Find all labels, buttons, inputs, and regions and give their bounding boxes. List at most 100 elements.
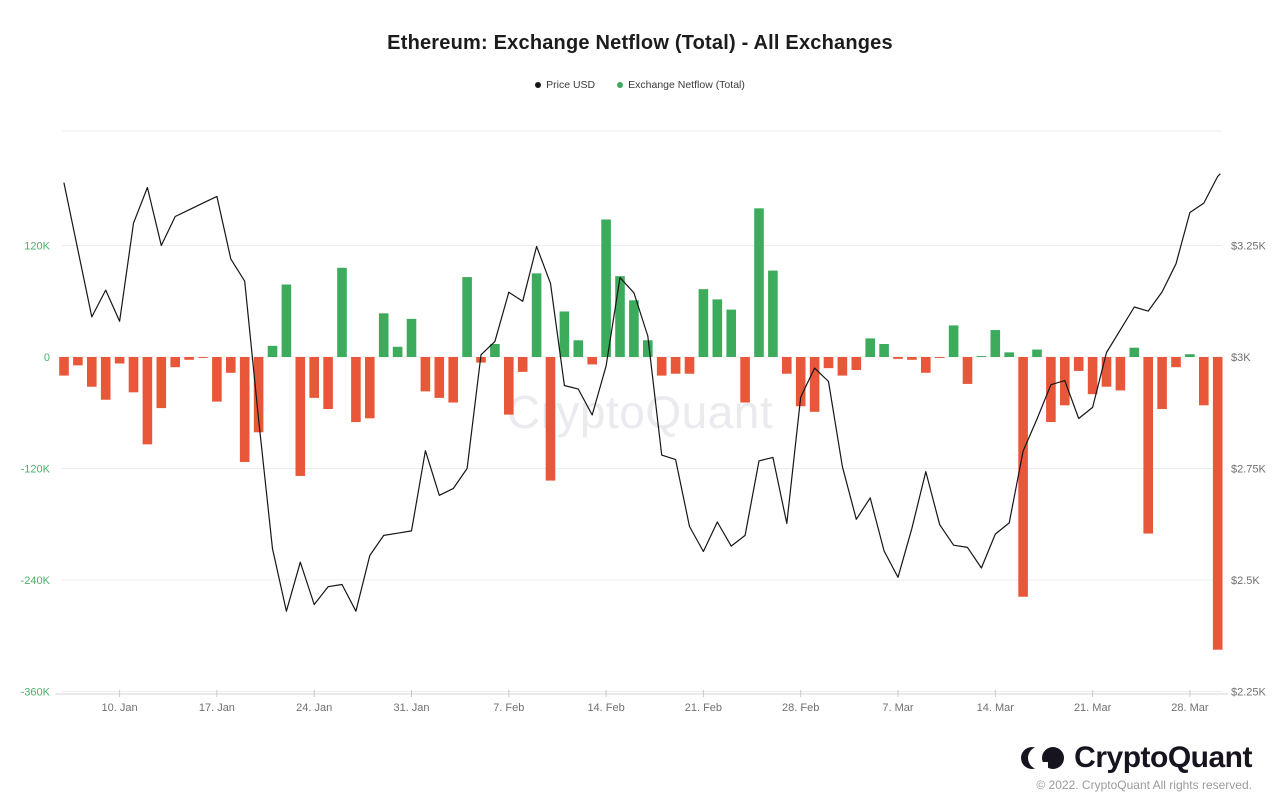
right-axis-label: $2.25K [1231, 687, 1267, 699]
netflow-bar[interactable] [156, 357, 167, 409]
left-axis-label: -240K [21, 575, 51, 587]
netflow-bar[interactable] [1101, 357, 1112, 387]
netflow-bar[interactable] [934, 357, 945, 358]
netflow-bar[interactable] [253, 357, 264, 433]
netflow-bar[interactable] [114, 357, 125, 364]
chart-legend: Price USD Exchange Netflow (Total) [0, 79, 1280, 91]
netflow-bar[interactable] [323, 357, 333, 410]
netflow-bar[interactable] [365, 357, 375, 419]
netflow-bar[interactable] [420, 357, 431, 392]
netflow-bar[interactable] [615, 276, 625, 357]
netflow-bar[interactable] [267, 345, 278, 357]
netflow-bar[interactable] [823, 357, 834, 369]
netflow-bar[interactable] [1032, 349, 1042, 357]
netflow-bar[interactable] [893, 357, 903, 359]
netflow-bar[interactable] [392, 346, 403, 357]
netflow-bar[interactable] [448, 357, 458, 403]
netflow-bar[interactable] [559, 311, 570, 357]
netflow-bar[interactable] [1199, 357, 1209, 406]
netflow-bar[interactable] [754, 208, 764, 357]
netflow-bar[interactable] [1171, 357, 1181, 368]
netflow-bar[interactable] [1087, 357, 1098, 395]
netflow-bar[interactable] [1004, 352, 1014, 357]
netflow-bar[interactable] [809, 357, 820, 412]
x-axis-label: 28. Feb [782, 702, 819, 714]
netflow-bar[interactable] [726, 309, 736, 357]
netflow-bar[interactable] [1129, 347, 1140, 357]
x-axis-label: 31. Jan [393, 702, 429, 714]
right-axis-label: $2.75K [1231, 464, 1267, 476]
netflow-bar[interactable] [351, 357, 361, 423]
netflow-bar[interactable] [87, 357, 97, 387]
netflow-bar[interactable] [656, 357, 667, 376]
netflow-bar[interactable] [629, 300, 639, 357]
price-line[interactable] [63, 173, 1221, 612]
x-axis-label: 17. Jan [199, 702, 235, 714]
netflow-bar[interactable] [782, 357, 792, 374]
netflow-bar[interactable] [406, 318, 417, 357]
netflow-bar[interactable] [100, 357, 111, 400]
netflow-bar[interactable] [198, 357, 208, 358]
netflow-bar[interactable] [239, 357, 250, 462]
netflow-bar[interactable] [378, 313, 389, 357]
x-axis-label: 14. Feb [587, 702, 624, 714]
netflow-bar[interactable] [573, 340, 584, 357]
netflow-bar[interactable] [768, 270, 778, 357]
netflow-bar[interactable] [128, 357, 139, 393]
legend-label: Exchange Netflow (Total) [628, 79, 745, 91]
netflow-bar[interactable] [865, 338, 875, 357]
netflow-bar[interactable] [1115, 357, 1126, 391]
netflow-bar[interactable] [212, 357, 222, 402]
netflow-bar[interactable] [545, 357, 556, 481]
netflow-bar[interactable] [337, 267, 347, 357]
netflow-bar[interactable] [1212, 357, 1223, 650]
netflow-bar[interactable] [962, 357, 973, 384]
netflow-bar[interactable] [1046, 357, 1056, 423]
netflow-bar[interactable] [462, 277, 472, 357]
netflow-bar[interactable] [976, 356, 987, 357]
netflow-bar[interactable] [587, 357, 597, 365]
legend-item-price[interactable]: Price USD [535, 79, 595, 91]
netflow-bar[interactable] [1143, 357, 1153, 534]
netflow-bar[interactable] [921, 357, 931, 373]
netflow-bar[interactable] [504, 357, 514, 415]
legend-item-netflow[interactable]: Exchange Netflow (Total) [617, 79, 745, 91]
netflow-bar[interactable] [851, 357, 862, 371]
left-axis-label: 120K [24, 241, 50, 253]
netflow-bar[interactable] [281, 284, 292, 357]
netflow-bar[interactable] [837, 357, 848, 376]
netflow-bar[interactable] [73, 357, 83, 366]
netflow-bar[interactable] [990, 330, 1001, 357]
netflow-bar[interactable] [170, 357, 180, 368]
netflow-bar[interactable] [517, 357, 528, 372]
netflow-bar[interactable] [226, 357, 236, 373]
netflow-bar[interactable] [948, 325, 959, 357]
copyright-text: © 2022. CryptoQuant All rights reserved. [1036, 778, 1252, 792]
netflow-bar[interactable] [795, 357, 806, 407]
netflow-bar[interactable] [1018, 357, 1028, 597]
footer: CryptoQuant © 2022. CryptoQuant All righ… [1021, 740, 1252, 792]
netflow-bar[interactable] [434, 357, 445, 398]
netflow-bar[interactable] [643, 340, 653, 357]
netflow-bar[interactable] [1157, 357, 1167, 410]
netflow-bar[interactable] [712, 299, 723, 357]
left-axis-label: -120K [21, 464, 51, 476]
netflow-bar[interactable] [601, 219, 611, 357]
netflow-bar[interactable] [740, 357, 750, 403]
netflow-bar[interactable] [295, 357, 306, 476]
netflow-bar[interactable] [907, 357, 917, 360]
netflow-bar[interactable] [698, 289, 709, 357]
netflow-bar[interactable] [59, 357, 69, 376]
netflow-bar[interactable] [309, 357, 319, 398]
netflow-bar[interactable] [1185, 354, 1195, 357]
netflow-bar[interactable] [670, 357, 681, 374]
netflow-bar[interactable] [879, 343, 889, 357]
netflow-bar[interactable] [490, 343, 500, 357]
netflow-bar[interactable] [476, 357, 486, 363]
netflow-bar[interactable] [1073, 357, 1084, 371]
netflow-bar[interactable] [142, 357, 153, 445]
netflow-bar[interactable] [184, 357, 194, 360]
netflow-bar[interactable] [684, 357, 695, 374]
netflow-bar[interactable] [531, 273, 542, 357]
